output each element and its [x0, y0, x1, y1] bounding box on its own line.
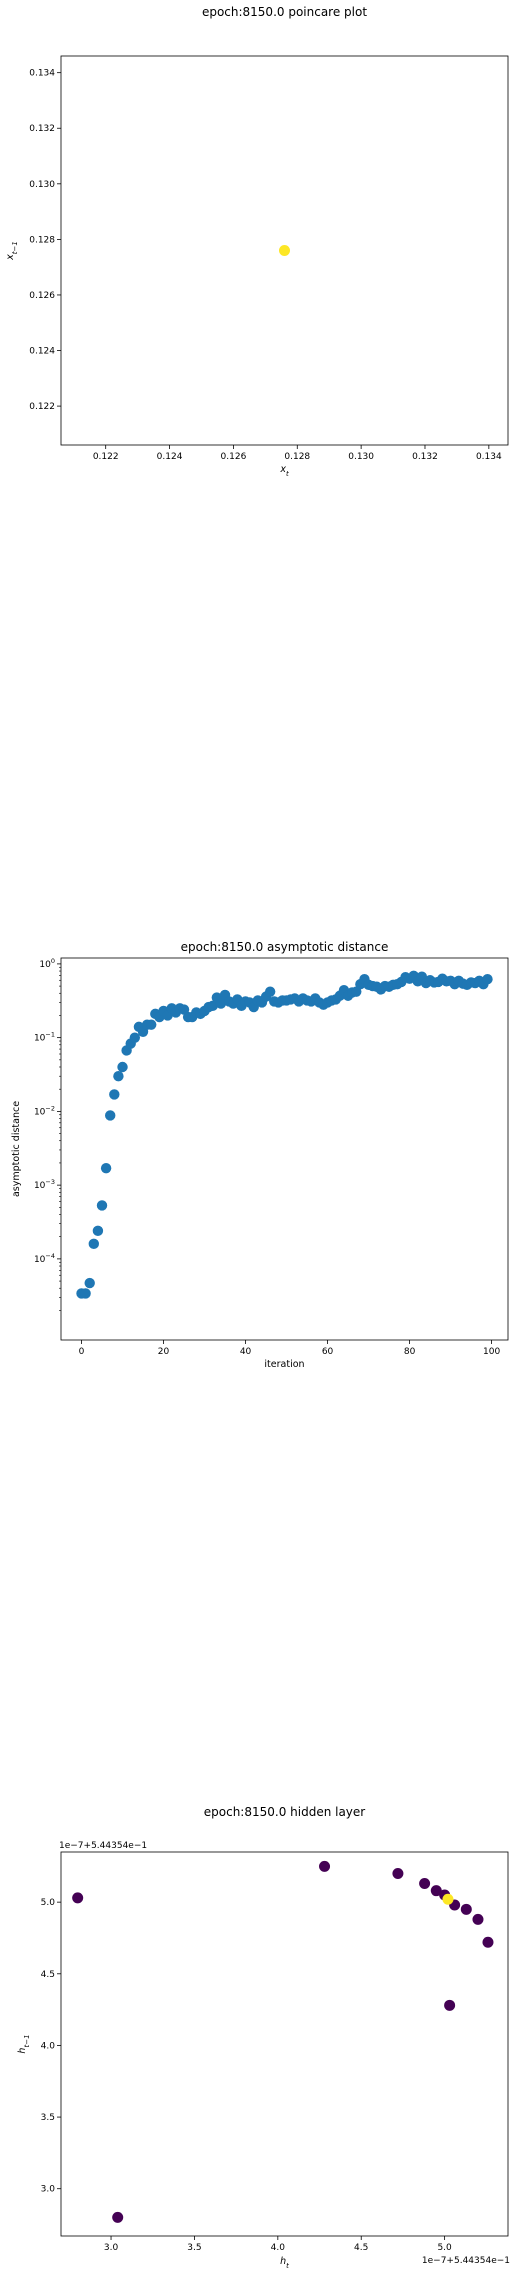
hidden-point	[392, 1867, 404, 1879]
hidden-plot-frame	[60, 1851, 509, 2237]
asymptotic-point	[215, 998, 227, 1009]
poincare-title: epoch:8150.0 poincare plot	[202, 5, 367, 19]
hidden-x-tick-label: 5.0	[437, 2243, 452, 2253]
hidden-x-axis-label: ht	[280, 2256, 289, 2269]
hidden-point	[442, 1893, 454, 1905]
poincare-y-tick-label: 0.134	[29, 69, 55, 79]
hidden-title: epoch:8150.0 hidden layer	[204, 1805, 366, 1819]
asymptotic-title: epoch:8150.0 asymptotic distance	[181, 940, 389, 954]
asymptotic-y-tick-label: 10−2	[34, 1104, 55, 1117]
hidden-y-tick-label: 4.0	[41, 2041, 56, 2051]
asymptotic-y-tick-label: 10−3	[34, 1178, 55, 1191]
poincare-y-tick-label: 0.124	[29, 347, 55, 357]
poincare-x-tick-label: 0.130	[348, 452, 374, 462]
asymptotic-x-tick-label: 100	[483, 1347, 500, 1357]
poincare-x-tick-label: 0.124	[157, 452, 183, 462]
asymptotic-x-tick-label: 60	[322, 1347, 334, 1357]
asymptotic-x-tick-label: 0	[79, 1347, 85, 1357]
poincare-y-axis-label: xt−1	[5, 241, 19, 261]
poincare-x-tick-label: 0.134	[476, 452, 502, 462]
asymptotic-point	[92, 1225, 104, 1237]
hidden-point	[419, 1878, 431, 1890]
asymptotic-point	[146, 1019, 157, 1030]
asymptotic-y-axis-label: asymptotic distance	[11, 1101, 22, 1197]
hidden-x-tick-label: 3.0	[104, 2243, 119, 2253]
asymptotic-point	[109, 1089, 120, 1100]
hidden-y-tick-label: 5.0	[41, 1898, 56, 1908]
poincare-x-tick-label: 0.122	[93, 452, 119, 462]
asymptotic-point	[264, 986, 276, 997]
asymptotic-x-axis-label: iteration	[264, 1359, 304, 1370]
hidden-y-tick-label: 3.0	[41, 2185, 56, 2195]
hidden-x-offset-text: 1e−7+5.44354e−1	[422, 2256, 510, 2266]
poincare-y-tick-label: 0.126	[29, 291, 55, 301]
poincare-plot-frame	[60, 55, 509, 446]
hidden-x-tick-label: 3.5	[187, 2243, 201, 2253]
asymptotic-point	[80, 1288, 91, 1299]
poincare-point	[279, 245, 290, 256]
asymptotic-x-tick-label: 20	[158, 1347, 170, 1357]
hidden-x-tick-label: 4.0	[271, 2243, 286, 2253]
hidden-point	[482, 1936, 494, 1948]
hidden-point	[472, 1913, 484, 1925]
hidden-point	[444, 1999, 456, 2011]
poincare-y-tick-label: 0.128	[29, 235, 55, 245]
poincare-y-tick-label: 0.130	[29, 180, 55, 190]
poincare-y-tick-label: 0.122	[29, 402, 55, 412]
asymptotic-y-tick-label: 10−1	[34, 1031, 55, 1044]
poincare-x-tick-label: 0.126	[221, 452, 247, 462]
asymptotic-x-tick-label: 40	[240, 1347, 252, 1357]
asymptotic-point	[117, 1061, 128, 1073]
poincare-x-axis-label: xt	[279, 464, 289, 478]
asymptotic-point	[207, 1000, 218, 1012]
poincare-x-tick-label: 0.132	[412, 452, 438, 462]
hidden-point	[112, 2211, 124, 2223]
hidden-point	[319, 1860, 331, 1872]
poincare-x-tick-label: 0.128	[284, 452, 310, 462]
asymptotic-y-tick-label: 10−4	[34, 1252, 55, 1265]
hidden-point	[72, 1892, 84, 1904]
asymptotic-plot-frame	[60, 957, 509, 1341]
asymptotic-point	[100, 1162, 112, 1174]
hidden-x-tick-label: 4.5	[354, 2243, 368, 2253]
asymptotic-point	[96, 1200, 108, 1211]
asymptotic-point	[88, 1238, 100, 1250]
asymptotic-point	[129, 1032, 141, 1043]
poincare-y-tick-label: 0.132	[29, 124, 55, 134]
hidden-y-tick-label: 3.5	[41, 2113, 55, 2123]
hidden-y-axis-label: ht−1	[17, 2034, 31, 2053]
asymptotic-point	[84, 1277, 95, 1289]
asymptotic-y-tick-label: 100	[39, 957, 55, 970]
hidden-y-offset-text: 1e−7+5.44354e−1	[59, 1841, 147, 1851]
asymptotic-x-tick-label: 80	[404, 1347, 416, 1357]
asymptotic-point	[482, 974, 493, 985]
asymptotic-point	[113, 1071, 124, 1082]
hidden-point	[430, 1885, 442, 1897]
asymptotic-point	[105, 1110, 116, 1121]
hidden-y-tick-label: 4.5	[41, 1970, 55, 1980]
hidden-point	[460, 1903, 472, 1915]
